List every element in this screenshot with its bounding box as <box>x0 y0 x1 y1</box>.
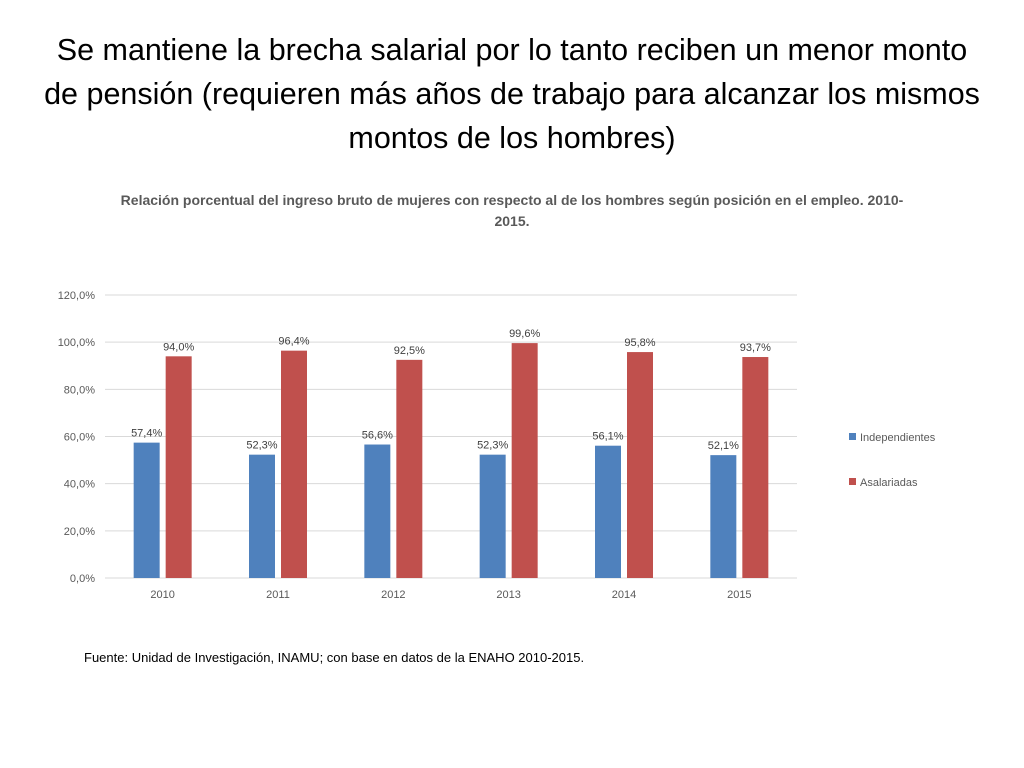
data-label: 95,8% <box>624 337 655 349</box>
bar-independientes <box>249 454 275 578</box>
bar-asalariadas <box>627 352 653 578</box>
y-tick-label: 60,0% <box>64 432 95 444</box>
chart-title: Relación porcentual del ingreso bruto de… <box>120 192 904 229</box>
data-label: 56,6% <box>362 430 393 442</box>
data-label: 99,6% <box>509 328 540 340</box>
bar-independientes <box>364 444 391 578</box>
x-tick-label: 2012 <box>381 589 405 601</box>
bar-independientes <box>710 455 737 578</box>
bar-asalariadas <box>742 357 769 578</box>
y-tick-label: 80,0% <box>64 384 95 396</box>
data-label: 56,1% <box>592 431 623 443</box>
data-label: 96,4% <box>278 336 309 348</box>
y-tick-label: 100,0% <box>58 337 96 349</box>
x-tick-label: 2013 <box>496 589 520 601</box>
legend-label: Asalariadas <box>860 477 918 489</box>
bar-independientes <box>479 454 506 578</box>
data-label: 57,4% <box>131 428 162 440</box>
x-tick-label: 2015 <box>727 589 751 601</box>
data-label: 92,5% <box>394 345 425 357</box>
y-tick-label: 0,0% <box>70 573 95 585</box>
legend-swatch <box>849 433 856 440</box>
x-tick-label: 2014 <box>612 589 636 601</box>
bar-asalariadas <box>165 356 192 578</box>
data-label: 93,7% <box>740 342 771 354</box>
data-label: 94,0% <box>163 341 194 353</box>
slide-title: Se mantiene la brecha salarial por lo ta… <box>44 33 980 155</box>
data-label: 52,3% <box>477 440 508 452</box>
bar-independientes <box>595 445 621 578</box>
x-tick-label: 2011 <box>266 589 290 601</box>
bar-independientes <box>133 442 160 578</box>
legend-label: Independientes <box>860 432 936 444</box>
y-tick-label: 20,0% <box>64 526 95 538</box>
data-label: 52,3% <box>246 440 277 452</box>
legend-swatch <box>849 478 856 485</box>
source-note: Fuente: Unidad de Investigación, INAMU; … <box>84 650 585 665</box>
bar-asalariadas <box>396 359 423 578</box>
y-tick-label: 120,0% <box>58 290 96 302</box>
x-tick-label: 2010 <box>150 589 174 601</box>
data-label: 52,1% <box>708 440 739 452</box>
bar-asalariadas <box>281 350 307 578</box>
y-tick-label: 40,0% <box>64 479 95 491</box>
bar-asalariadas <box>511 343 538 578</box>
